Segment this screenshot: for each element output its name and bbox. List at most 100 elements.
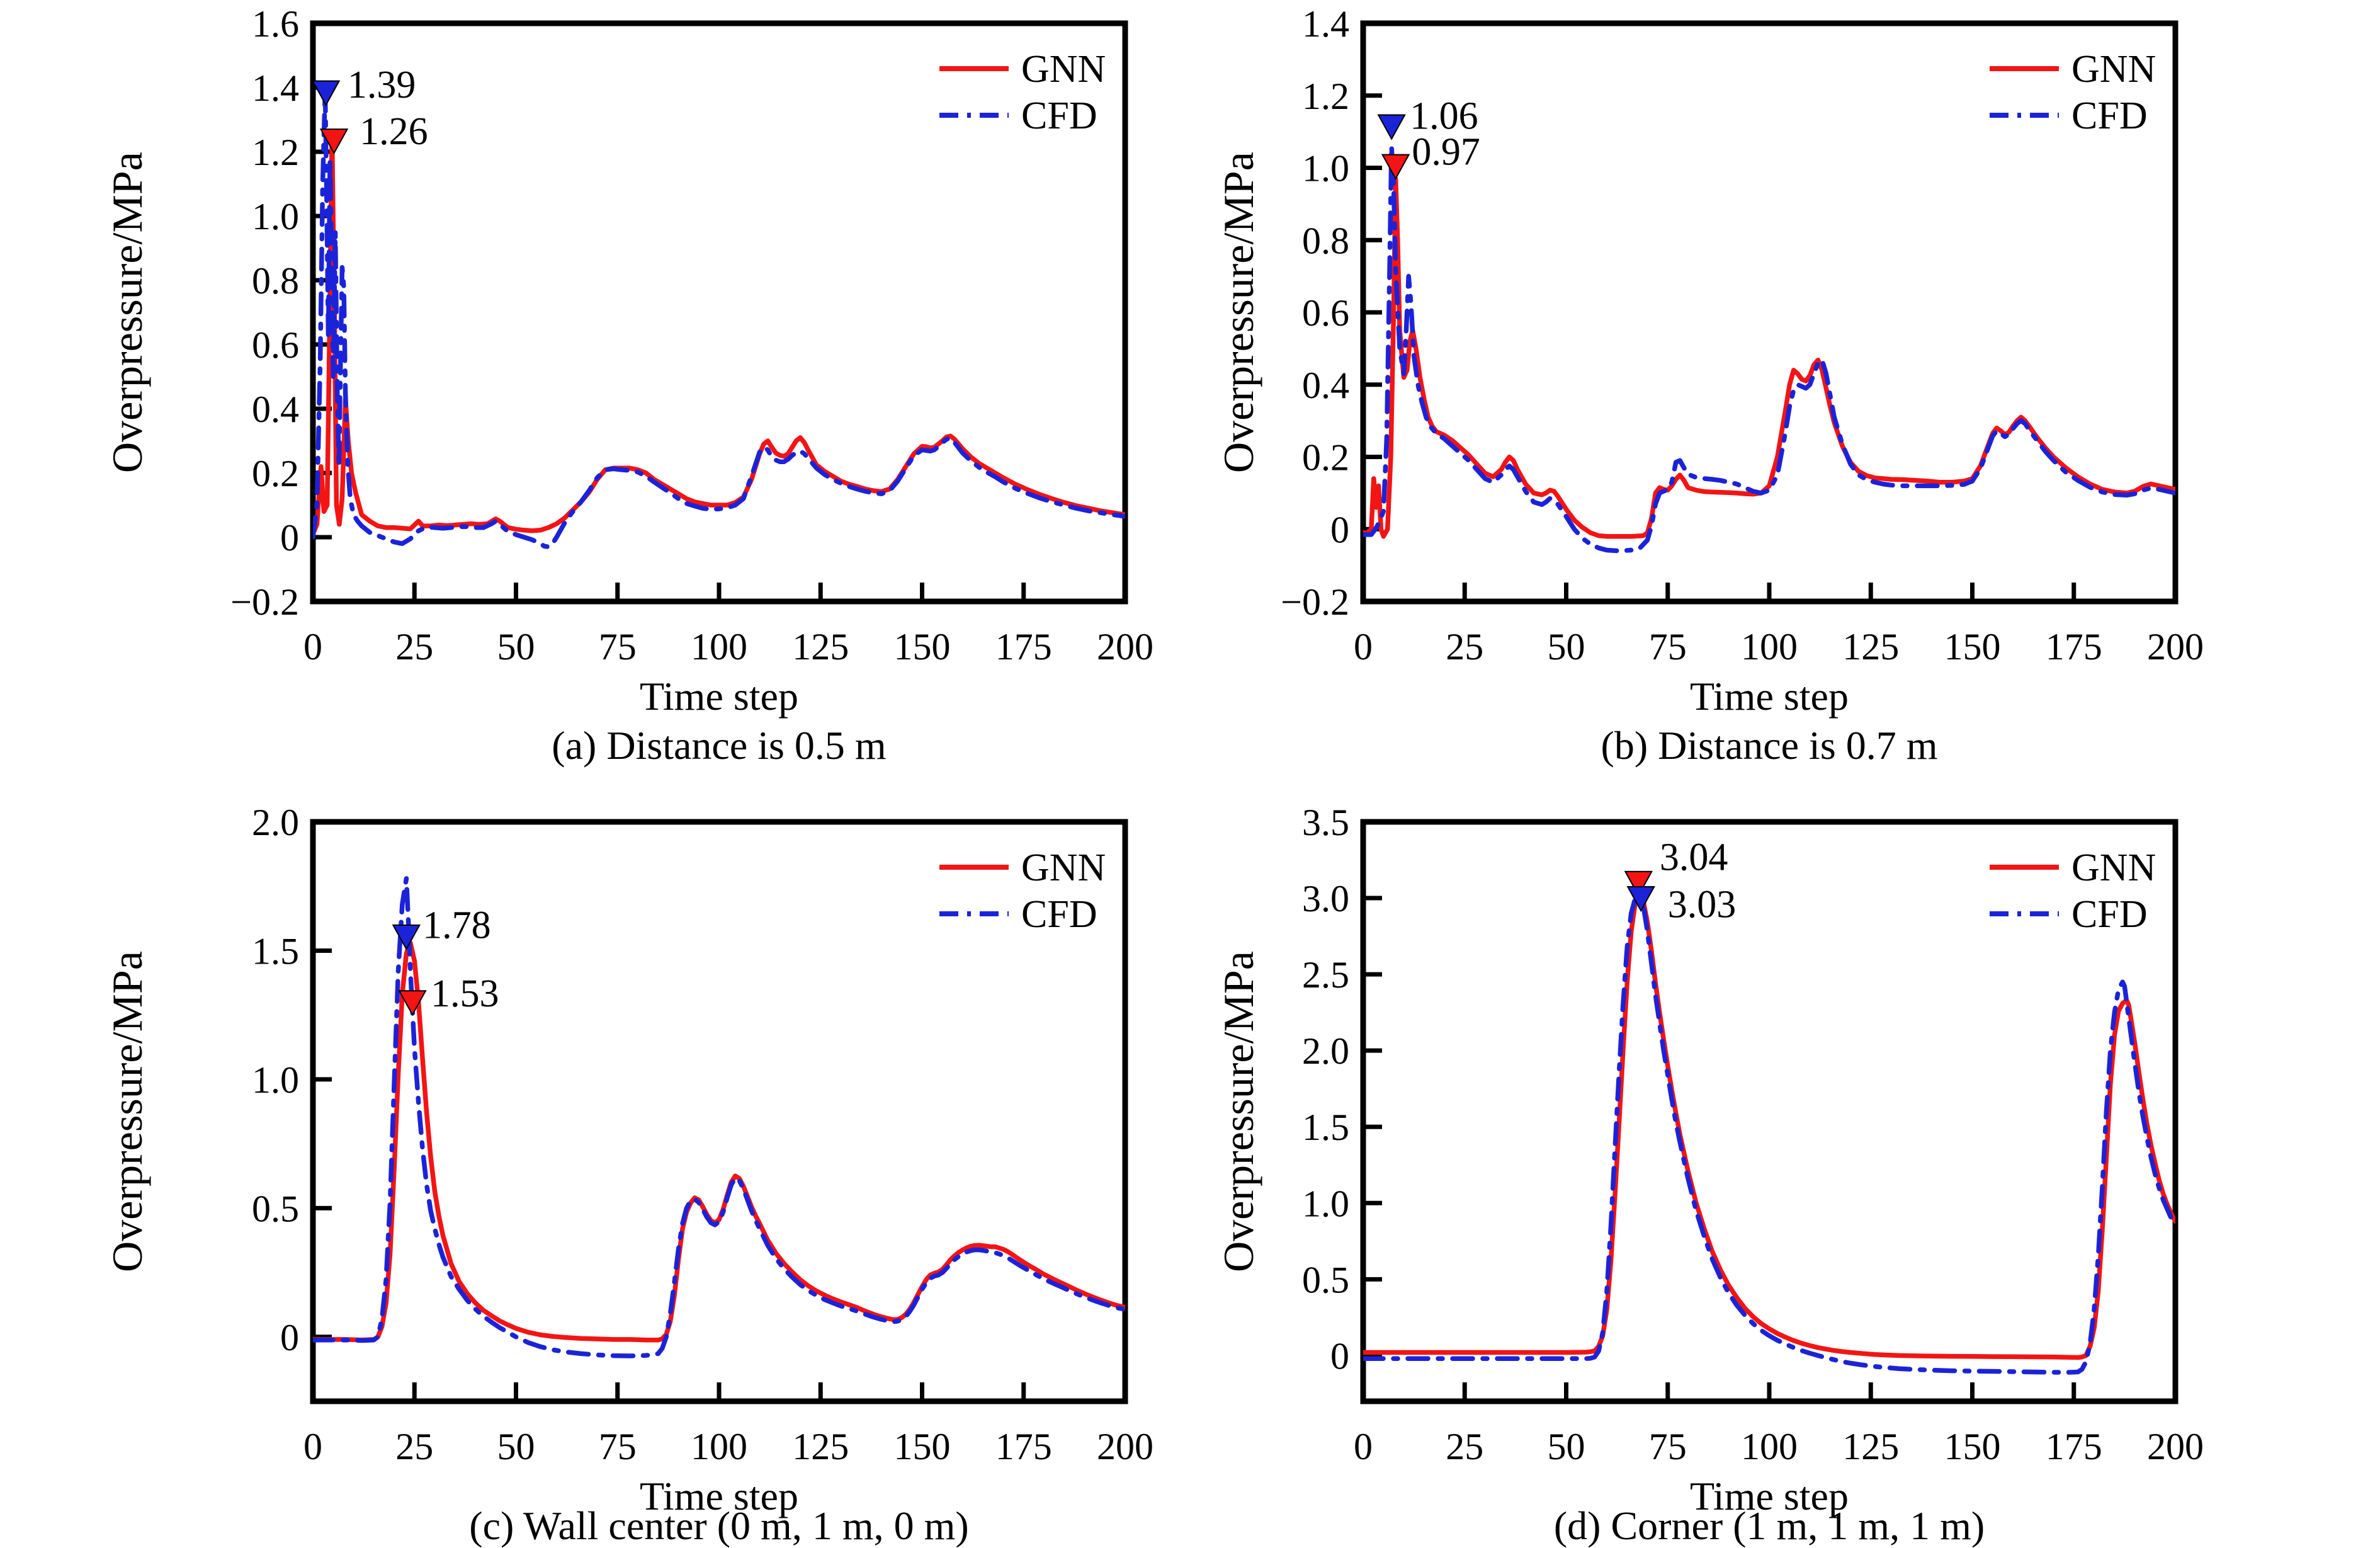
- y-tick-label: 0.8: [1302, 220, 1349, 261]
- y-tick-label: −0.2: [230, 581, 299, 623]
- y-tick-label: 0: [280, 1317, 299, 1358]
- x-tick-label: 25: [395, 1426, 433, 1467]
- legend-label-cfd: CFD: [1021, 893, 1097, 936]
- y-tick-label: 1.5: [1302, 1107, 1349, 1148]
- y-tick-label: 0.8: [252, 260, 299, 302]
- plot-border: [310, 819, 1128, 1404]
- legend-label-gnn: GNN: [2071, 846, 2156, 889]
- y-tick-label: 0.2: [252, 453, 299, 494]
- x-tick-label: 100: [691, 626, 747, 668]
- peak-marker-cfd: [1626, 886, 1655, 913]
- y-tick-label: 1.4: [252, 67, 299, 109]
- peak-marker-cfd: [1377, 114, 1406, 140]
- legend-label-gnn: GNN: [2071, 48, 2156, 91]
- y-tick-label: 0.2: [1302, 437, 1349, 479]
- peak-marker-gnn: [319, 128, 349, 155]
- y-tick-label: 2.5: [1302, 954, 1349, 996]
- x-tick-label: 75: [1649, 626, 1687, 668]
- chart-caption: (d) Corner (1 m, 1 m, 1 m): [1554, 1503, 1985, 1548]
- peak-annotation-cfd: 1.39: [348, 64, 416, 106]
- x-axis-label: Time step: [640, 1474, 798, 1518]
- chart-b: 0 25 50 75 100 125 150 175 200−0.200.20.40.60.81…: [1215, 3, 2204, 768]
- peak-marker-gnn: [398, 990, 427, 1016]
- x-axis-label: Time step: [640, 674, 798, 719]
- y-tick-label: 1.0: [252, 1059, 299, 1101]
- x-tick-label: 25: [1446, 1426, 1483, 1467]
- y-tick-label: 1.0: [252, 196, 299, 237]
- x-tick-label: 100: [1741, 1426, 1798, 1467]
- chart-d: 0 25 50 75 100 125 150 175 200 0 0.5 1.0 1.5 2.0 2.5 3.…: [1215, 802, 2204, 1548]
- x-tick-label: 125: [792, 626, 849, 668]
- y-tick-label: 0.4: [252, 389, 299, 430]
- x-tick-label: 150: [1944, 1426, 2001, 1467]
- y-tick-label: 1.4: [1302, 3, 1349, 45]
- peak-annotation-gnn: 1.26: [360, 110, 428, 153]
- y-tick-label: 2.0: [1302, 1030, 1349, 1072]
- x-tick-label: 75: [599, 1426, 637, 1467]
- y-tick-label: 1.0: [1302, 1183, 1349, 1224]
- x-tick-label: 200: [2147, 1426, 2204, 1467]
- peak-annotation-gnn: 0.97: [1412, 131, 1480, 174]
- x-tick-label: 150: [1944, 626, 2001, 668]
- legend-label-gnn: GNN: [1021, 846, 1106, 889]
- plot-border: [1360, 20, 2179, 605]
- x-tick-label: 25: [1446, 626, 1483, 668]
- x-tick-label: 0: [303, 626, 322, 668]
- peak-annotation-cfd: 3.03: [1668, 884, 1737, 926]
- chart-panel-b: 0 25 50 75 100 125 150 175 200 −0.2 0 0.2 0.4 0.6 0.8 1…: [1190, 0, 2380, 774]
- peak-annotation-gnn: 1.53: [431, 972, 499, 1015]
- peak-annotation-gnn: 3.04: [1660, 836, 1728, 879]
- x-tick-label: 50: [1548, 626, 1585, 668]
- y-tick-label: 1.2: [252, 132, 299, 173]
- x-tick-label: 50: [497, 1426, 535, 1467]
- y-tick-label: 0.5: [252, 1188, 299, 1229]
- y-axis-label: Overpressure/MPa: [1215, 951, 1262, 1272]
- peak-marker-cfd: [392, 924, 421, 951]
- x-tick-label: 200: [2147, 626, 2204, 668]
- chart-caption: (b) Distance is 0.7 m: [1601, 723, 1938, 768]
- gnn-curve: [313, 130, 1125, 537]
- legend-label-cfd: CFD: [2071, 893, 2148, 936]
- y-tick-label: 0.6: [1302, 292, 1349, 334]
- y-tick-label: 1.6: [252, 3, 299, 45]
- x-tick-label: 200: [1097, 626, 1153, 668]
- x-axis-label: Time step: [1690, 674, 1849, 719]
- x-tick-label: 100: [691, 1426, 747, 1467]
- peak-marker-gnn: [1624, 870, 1653, 897]
- y-tick-label: 0: [280, 517, 299, 559]
- y-tick-label: 2.0: [252, 802, 299, 843]
- plot-border: [1360, 819, 2179, 1404]
- y-tick-label: 3.0: [1302, 878, 1349, 919]
- chart-caption: (a) Distance is 0.5 m: [552, 723, 886, 768]
- x-tick-label: 175: [995, 626, 1052, 668]
- legend-label-gnn: GNN: [1021, 48, 1106, 91]
- x-tick-label: 175: [995, 1426, 1052, 1467]
- gnn-curve: [1363, 176, 2175, 539]
- x-tick-label: 100: [1741, 626, 1798, 668]
- cfd-curve: [313, 88, 1125, 550]
- x-tick-label: 0: [303, 1426, 322, 1467]
- y-tick-label: 0: [1330, 509, 1349, 550]
- chart-c: 0 25 50 75 100 125 150 175 200 0 0.5 1.0 1.5 2.0 Overp…: [103, 802, 1153, 1548]
- x-tick-label: 25: [395, 626, 433, 668]
- peak-annotation-cfd: 1.78: [422, 904, 491, 947]
- x-tick-label: 150: [894, 626, 951, 668]
- peak-annotation-cfd: 1.06: [1410, 94, 1478, 137]
- cfd-curve: [313, 876, 1125, 1358]
- x-tick-label: 175: [2046, 1426, 2102, 1467]
- x-tick-label: 50: [1548, 1426, 1585, 1467]
- y-axis-label: Overpressure/MPa: [1215, 152, 1262, 473]
- y-tick-label: 3.5: [1302, 802, 1349, 843]
- y-tick-label: 0.5: [1302, 1259, 1349, 1300]
- chart-a: 0 25 50 75 100 125 150 175 200−0.200.20.40.60.81…: [103, 3, 1153, 768]
- y-tick-label: 0.6: [252, 324, 299, 366]
- x-tick-label: 75: [1649, 1426, 1687, 1467]
- y-tick-label: 0.4: [1302, 365, 1349, 406]
- gnn-curve: [1363, 889, 2175, 1360]
- y-axis-label: Overpressure/MPa: [103, 152, 151, 473]
- x-tick-label: 175: [2046, 626, 2102, 668]
- x-tick-label: 125: [1842, 626, 1899, 668]
- x-tick-label: 200: [1097, 1426, 1153, 1467]
- y-tick-label: 1.0: [1302, 148, 1349, 190]
